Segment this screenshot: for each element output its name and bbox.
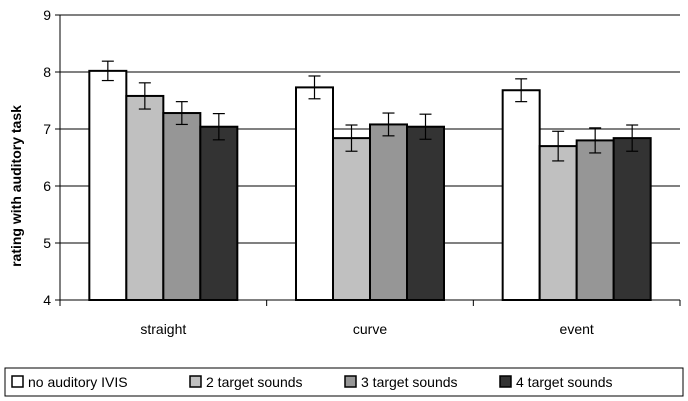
x-tick-label-straight: straight — [140, 321, 186, 337]
legend-label-series-4: 4 target sounds — [516, 374, 613, 390]
bar-event-series-1 — [501, 89, 541, 301]
legend-box — [4, 367, 684, 397]
bar-event-series-3 — [575, 139, 615, 301]
y-tick-label-4: 4 — [43, 292, 51, 308]
bar-straight-series-1 — [88, 69, 128, 301]
bar-curve-series-3 — [369, 123, 408, 301]
bar-curve-series-2 — [332, 137, 371, 301]
bar-straight-series-4 — [199, 125, 239, 301]
y-tick-labels: 4 5 6 7 8 9 — [43, 7, 51, 308]
y-tick-label-9: 9 — [43, 7, 51, 23]
legend-swatch-series-1 — [11, 375, 24, 388]
bar-straight-series-3 — [162, 112, 202, 302]
x-tick-labels: straight curve event — [140, 321, 594, 337]
y-tick-label-6: 6 — [43, 178, 51, 194]
y-tick-label-5: 5 — [43, 235, 51, 251]
y-tick-label-7: 7 — [43, 121, 51, 137]
x-tick-label-curve: curve — [353, 321, 387, 337]
legend-swatch-series-2 — [189, 375, 202, 388]
bar-curve-series-1 — [295, 86, 334, 301]
legend-swatch-series-4 — [499, 375, 512, 388]
legend-swatch-series-3 — [344, 375, 357, 388]
y-axis-label: rating with auditory task — [8, 105, 24, 267]
legend-label-series-1: no auditory IVIS — [28, 374, 128, 390]
bar-straight-series-2 — [125, 94, 165, 301]
bar-curve-series-4 — [406, 125, 445, 301]
y-tick-label-8: 8 — [43, 64, 51, 80]
bar-event-series-2 — [538, 145, 578, 301]
error-bars — [101, 60, 639, 162]
bar-event-series-4 — [612, 137, 652, 301]
legend-label-series-3: 3 target sounds — [361, 374, 458, 390]
bars — [88, 69, 652, 302]
legend: no auditory IVIS 2 target sounds 3 target … — [4, 367, 684, 397]
legend-label-series-2: 2 target sounds — [206, 374, 303, 390]
x-tick-label-event: event — [560, 321, 594, 337]
